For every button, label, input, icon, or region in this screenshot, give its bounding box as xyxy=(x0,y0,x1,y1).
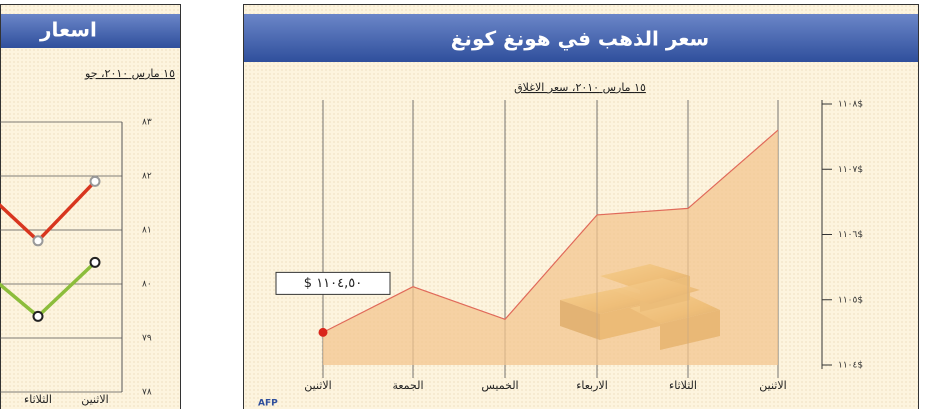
source: AFP xyxy=(258,399,278,409)
y-tick-label: ١١٠٦$ xyxy=(838,230,863,240)
page: اسعار ١٥ مارس ٢٠١٠، جو سعر الذهب في هونغ… xyxy=(0,0,931,409)
y-tick-label: ١١٠٤$ xyxy=(838,361,863,371)
x-tick-label: الاثنين xyxy=(759,379,786,392)
point xyxy=(91,258,100,267)
y-tick-label: ١١٠٥$ xyxy=(838,295,863,305)
value-label: $ ١١٠٤,٥٠ xyxy=(304,276,362,291)
x-tick-label: الثلاثاء xyxy=(669,379,697,392)
y-tick-label: ١١٠٨$ xyxy=(838,100,863,110)
point xyxy=(34,236,43,245)
y-tick-label: ١١٠٧$ xyxy=(838,165,863,175)
y-tick-label: ٨٢ xyxy=(142,172,152,182)
point xyxy=(319,328,328,337)
x-tick-label: الاثنين xyxy=(81,393,108,406)
chart-title: اسعار xyxy=(39,18,97,42)
x-tick-label: الخميس xyxy=(481,379,518,392)
x-tick-label: الاربعاء xyxy=(576,379,608,392)
x-tick-label: الاثنين xyxy=(304,379,331,392)
point xyxy=(91,177,100,186)
left-panel xyxy=(1,5,181,410)
x-tick-label: الثلاثاء xyxy=(24,393,52,406)
y-tick-label: ٧٨ xyxy=(142,388,152,398)
y-tick-label: ٨١ xyxy=(142,226,152,236)
y-tick-label: ٨٣ xyxy=(142,118,152,128)
chart-subtitle: ١٥ مارس ٢٠١٠، جو xyxy=(84,67,175,80)
chart: اسعار ١٥ مارس ٢٠١٠، جو سعر الذهب في هونغ… xyxy=(0,0,931,409)
y-tick-label: ٧٩ xyxy=(142,334,152,344)
chart-title: سعر الذهب في هونغ كونغ xyxy=(451,27,709,52)
x-tick-label: الجمعة xyxy=(392,379,423,392)
chart-subtitle: ١٥ مارس ٢٠١٠، سعر الاغلاق xyxy=(514,81,646,94)
point xyxy=(34,312,43,321)
y-tick-label: ٨٠ xyxy=(142,280,152,290)
